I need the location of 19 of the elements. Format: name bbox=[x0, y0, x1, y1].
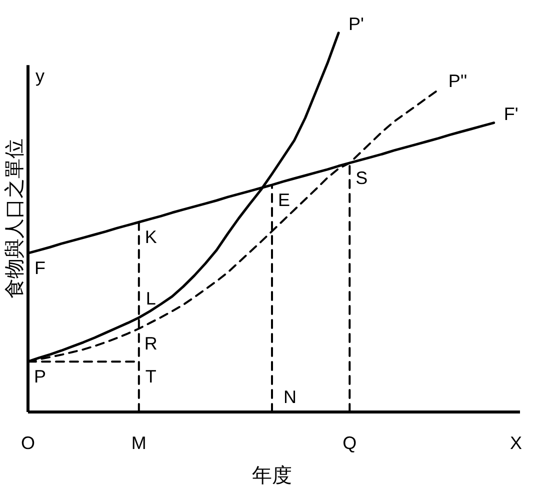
y-axis-title: 食物與人口之單位 bbox=[2, 138, 26, 299]
annotation: R bbox=[144, 334, 158, 354]
annotation: S bbox=[356, 168, 368, 188]
annotation: L bbox=[146, 288, 156, 309]
series-label: P'' bbox=[448, 70, 468, 91]
series-label: P' bbox=[348, 14, 364, 34]
annotation: E bbox=[278, 190, 290, 210]
x-tick-label: M bbox=[131, 433, 146, 454]
x-axis-title: 年度 bbox=[252, 463, 292, 488]
x-tick-label: O bbox=[20, 433, 36, 454]
x-tick-label: Q bbox=[342, 433, 357, 454]
annotation: K bbox=[144, 227, 157, 248]
annotation: T bbox=[145, 366, 156, 387]
annotation: y bbox=[36, 66, 44, 86]
annotation: N bbox=[284, 386, 296, 407]
x-tick-label: X bbox=[510, 433, 522, 454]
series-label: F' bbox=[504, 104, 518, 124]
annotation: P bbox=[34, 366, 46, 387]
annotation: F bbox=[34, 258, 46, 278]
